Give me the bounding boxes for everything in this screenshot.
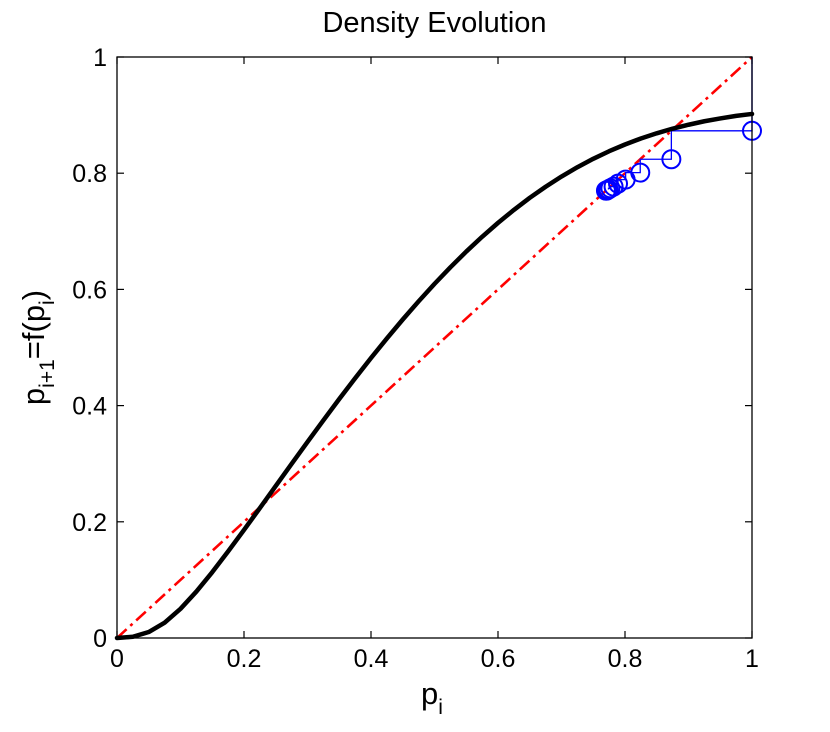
x-axis-label-text: pi [421,676,443,719]
x-axis-label: pi [421,676,443,719]
x-tick-label: 1 [745,645,759,673]
iterate-marker [595,180,616,201]
y-axis-label-group: pi+1=f(pi) [16,290,59,405]
x-tick-label: 0 [110,645,124,673]
y-tick-label: 0.8 [72,160,107,188]
y-tick-label: 1 [93,44,107,72]
y-axis-label-main: p [16,388,51,405]
y-axis-label-main: =f(p [16,305,51,359]
y-axis-label-main: ) [16,290,51,300]
x-axis-label-sub: i [438,696,443,719]
y-axis-label-sub: i [36,300,59,305]
x-tick-label: 0.2 [227,645,262,673]
chart-title: Density Evolution [322,7,546,39]
x-tick-label: 0.8 [608,645,643,673]
y-axis-label-sub: i+1 [36,359,59,388]
plot-area [117,57,752,638]
y-axis-label: pi+1=f(pi) [16,290,59,405]
iterate-marker [661,149,682,170]
x-axis-label-main: p [421,676,438,711]
plot-background [117,57,752,638]
y-tick-label: 0.6 [72,276,107,304]
y-tick-label: 0 [93,625,107,653]
axes-box [116,56,753,639]
x-tick-label: 0.6 [481,645,516,673]
y-tick-label: 0.2 [72,509,107,537]
y-axis-label-text: pi+1=f(pi) [16,290,59,405]
axes-frame [116,56,753,639]
density-evolution-curve [114,111,755,641]
ticks-layer: 0 0.2 0.4 0.6 0.8 1 0 0.2 0.4 0.6 0.8 1 [72,44,759,673]
x-tick-label: 0.4 [354,645,389,673]
series-layer [114,56,762,641]
y-tick-label: 0.4 [72,393,107,421]
